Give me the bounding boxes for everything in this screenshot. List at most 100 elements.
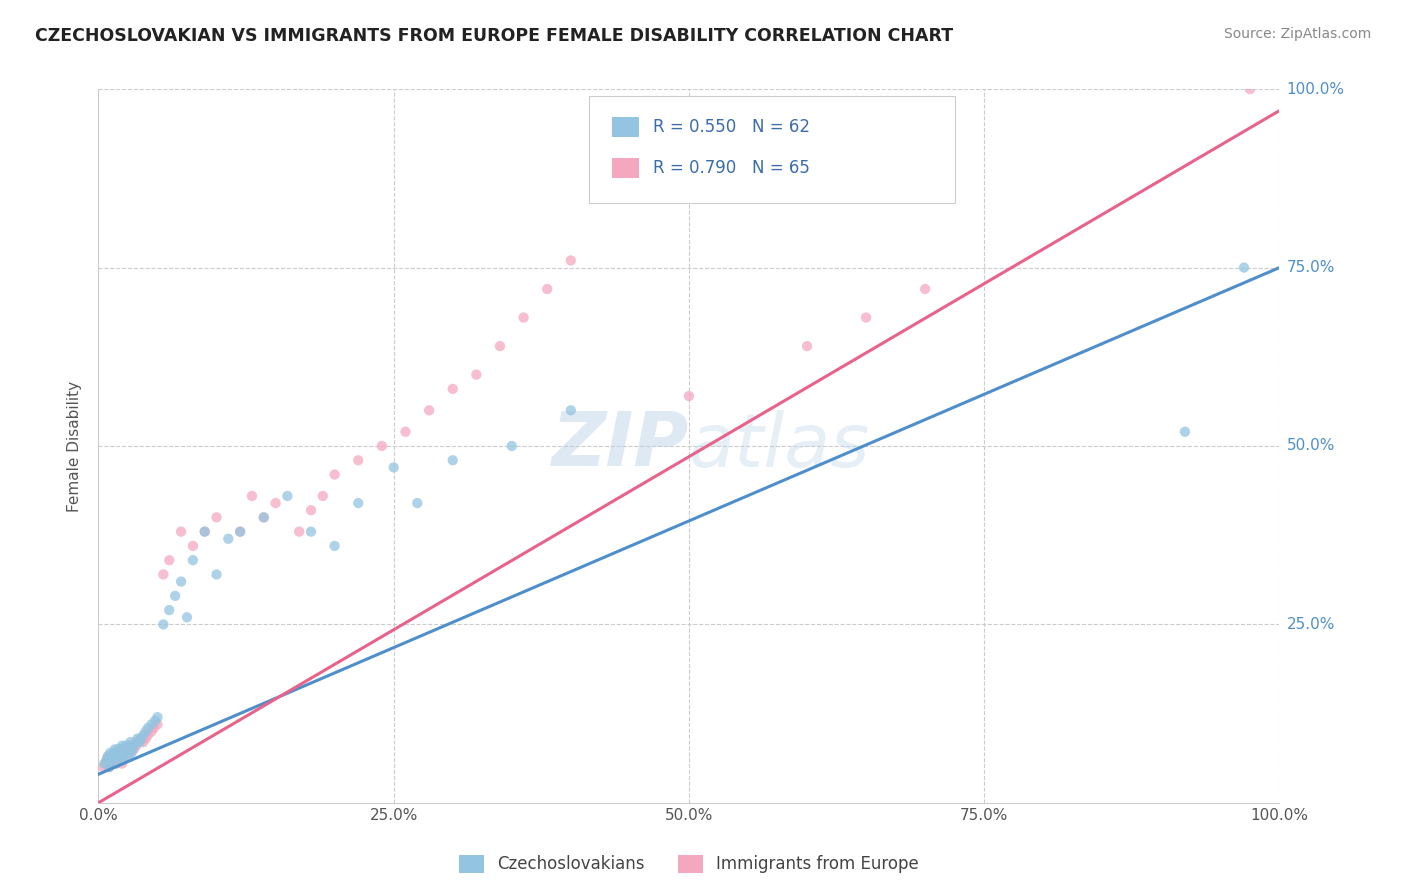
Point bbox=[104, 749, 127, 764]
Point bbox=[418, 403, 440, 417]
Point bbox=[132, 735, 155, 749]
Point bbox=[914, 282, 936, 296]
Point bbox=[117, 742, 139, 756]
Point bbox=[465, 368, 488, 382]
Point bbox=[110, 742, 132, 756]
Point bbox=[111, 753, 134, 767]
Point bbox=[125, 735, 148, 749]
Point bbox=[141, 724, 163, 739]
Point bbox=[157, 603, 180, 617]
Point bbox=[105, 746, 128, 760]
Point bbox=[96, 753, 118, 767]
Point bbox=[105, 756, 128, 771]
Point bbox=[129, 731, 152, 746]
Point bbox=[98, 753, 121, 767]
Text: 50.0%: 50.0% bbox=[1286, 439, 1334, 453]
Point bbox=[347, 496, 370, 510]
Point bbox=[128, 735, 150, 749]
Point bbox=[105, 756, 128, 771]
Point bbox=[205, 567, 228, 582]
Point bbox=[312, 489, 335, 503]
Point bbox=[135, 724, 157, 739]
Point bbox=[117, 749, 139, 764]
Point bbox=[152, 567, 174, 582]
Point bbox=[108, 746, 131, 760]
Point bbox=[205, 510, 228, 524]
Point bbox=[141, 717, 163, 731]
Point bbox=[855, 310, 877, 325]
Point bbox=[264, 496, 287, 510]
Point bbox=[299, 524, 322, 539]
Point bbox=[127, 731, 149, 746]
Point bbox=[112, 742, 135, 756]
Point bbox=[98, 760, 121, 774]
Point bbox=[796, 339, 818, 353]
Point bbox=[142, 721, 165, 735]
Point bbox=[118, 746, 141, 760]
Point bbox=[194, 524, 217, 539]
Point bbox=[441, 453, 464, 467]
Point bbox=[560, 403, 582, 417]
Text: 75.0%: 75.0% bbox=[1286, 260, 1334, 275]
Text: R = 0.550   N = 62: R = 0.550 N = 62 bbox=[652, 118, 810, 136]
Text: R = 0.790   N = 65: R = 0.790 N = 65 bbox=[652, 159, 810, 177]
Point bbox=[111, 749, 134, 764]
Point bbox=[323, 467, 346, 482]
Point bbox=[136, 728, 159, 742]
Point bbox=[108, 746, 131, 760]
Point bbox=[110, 749, 132, 764]
Text: ZIP: ZIP bbox=[551, 409, 689, 483]
Point bbox=[288, 524, 311, 539]
Point bbox=[91, 760, 114, 774]
Point bbox=[93, 756, 115, 771]
Point bbox=[101, 756, 124, 771]
Point bbox=[229, 524, 252, 539]
Point bbox=[1233, 260, 1256, 275]
Point bbox=[323, 539, 346, 553]
Point bbox=[114, 749, 136, 764]
Text: Source: ZipAtlas.com: Source: ZipAtlas.com bbox=[1223, 27, 1371, 41]
Point bbox=[217, 532, 239, 546]
Point bbox=[120, 742, 142, 756]
Point bbox=[347, 453, 370, 467]
Point bbox=[299, 503, 322, 517]
Point bbox=[146, 710, 169, 724]
Point bbox=[111, 749, 134, 764]
Text: atlas: atlas bbox=[689, 410, 870, 482]
Point bbox=[132, 728, 155, 742]
Point bbox=[97, 749, 120, 764]
Point bbox=[121, 739, 143, 753]
Point bbox=[512, 310, 534, 325]
Point bbox=[146, 717, 169, 731]
Point bbox=[157, 553, 180, 567]
Point bbox=[98, 746, 121, 760]
Point bbox=[122, 739, 145, 753]
Point bbox=[98, 756, 121, 771]
Bar bbox=[612, 117, 638, 137]
Point bbox=[441, 382, 464, 396]
Point bbox=[101, 749, 124, 764]
Point bbox=[382, 460, 405, 475]
Point bbox=[560, 253, 582, 268]
Point bbox=[125, 739, 148, 753]
Point bbox=[406, 496, 429, 510]
Text: CZECHOSLOVAKIAN VS IMMIGRANTS FROM EUROPE FEMALE DISABILITY CORRELATION CHART: CZECHOSLOVAKIAN VS IMMIGRANTS FROM EUROP… bbox=[35, 27, 953, 45]
Point bbox=[143, 714, 166, 728]
Point bbox=[121, 746, 143, 760]
Point bbox=[678, 389, 700, 403]
Point bbox=[103, 746, 125, 760]
Point bbox=[122, 742, 145, 756]
Point bbox=[194, 524, 217, 539]
Text: 25.0%: 25.0% bbox=[1286, 617, 1334, 632]
Point bbox=[165, 589, 187, 603]
Point bbox=[118, 739, 141, 753]
Point bbox=[170, 574, 193, 589]
Point bbox=[112, 742, 135, 756]
Point bbox=[501, 439, 523, 453]
Point bbox=[489, 339, 512, 353]
Point bbox=[170, 524, 193, 539]
Bar bbox=[612, 158, 638, 178]
Legend: Czechoslovakians, Immigrants from Europe: Czechoslovakians, Immigrants from Europe bbox=[453, 848, 925, 880]
Point bbox=[111, 756, 134, 771]
Point bbox=[114, 739, 136, 753]
